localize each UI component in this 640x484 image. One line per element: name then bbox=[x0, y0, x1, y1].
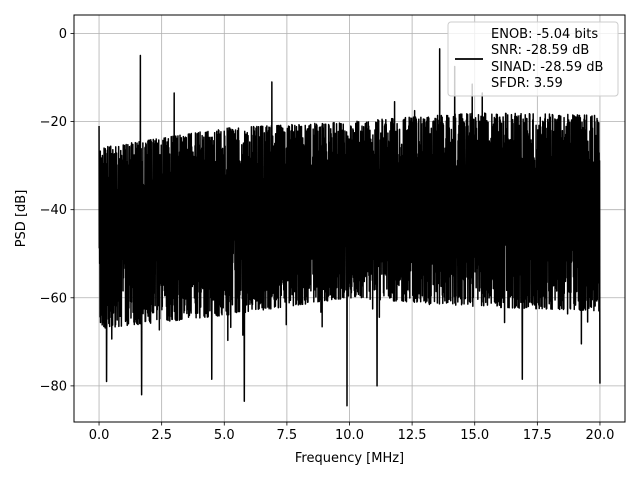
x-tick-label: 17.5 bbox=[523, 428, 552, 443]
y-tick-label: −60 bbox=[40, 291, 67, 306]
x-tick-label: 0.0 bbox=[89, 428, 110, 443]
x-axis-label: Frequency [MHz] bbox=[295, 451, 404, 466]
y-tick-label: 0 bbox=[59, 27, 67, 42]
legend-box bbox=[447, 21, 619, 97]
y-tick-label: −40 bbox=[40, 203, 67, 218]
x-tick-label: 15.0 bbox=[460, 428, 489, 443]
x-tick-label: 20.0 bbox=[585, 428, 614, 443]
series-layer bbox=[98, 48, 601, 407]
y-axis: 0 −20 −40 −60 −80 bbox=[40, 27, 74, 394]
y-axis-label: PSD [dB] bbox=[14, 190, 29, 248]
psd-trace bbox=[98, 48, 601, 407]
x-tick-label: 2.5 bbox=[151, 428, 172, 443]
x-tick-label: 7.5 bbox=[277, 428, 298, 443]
y-tick-label: −80 bbox=[40, 379, 67, 394]
x-tick-label: 10.0 bbox=[335, 428, 364, 443]
x-tick-label: 5.0 bbox=[214, 428, 235, 443]
legend: ENOB: -5.04 bits SNR: -28.59 dB SINAD: -… bbox=[447, 21, 619, 97]
x-axis: 0.0 2.5 5.0 7.5 10.0 12.5 15.0 17.5 20.0 bbox=[89, 422, 614, 443]
legend-snr: SNR: -28.59 dB bbox=[491, 43, 589, 58]
x-tick-label: 12.5 bbox=[398, 428, 427, 443]
legend-enob: ENOB: -5.04 bits bbox=[491, 27, 598, 42]
y-tick-label: −20 bbox=[40, 115, 67, 130]
legend-sinad: SINAD: -28.59 dB bbox=[491, 60, 603, 75]
legend-sfdr: SFDR: 3.59 bbox=[491, 76, 563, 91]
